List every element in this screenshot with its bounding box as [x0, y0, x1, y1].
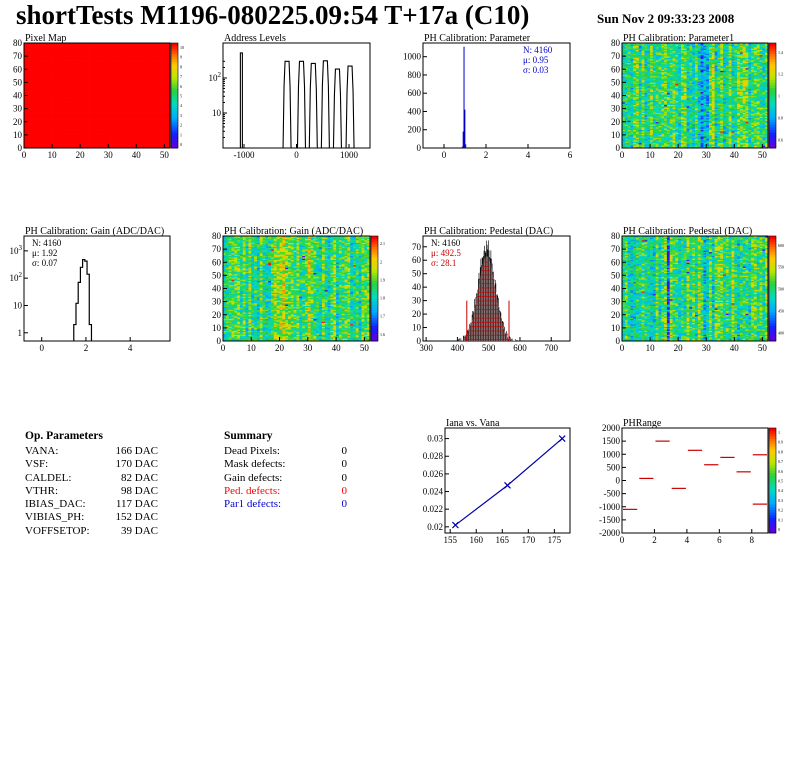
tick-label: 1000 — [403, 52, 422, 62]
peak — [309, 63, 317, 148]
colorbar-label: 5 — [180, 94, 182, 99]
tick-label: 102 — [209, 71, 222, 83]
chart-pixel_map: Pixel Map 0 10 20 30 40 50 0 10 20 30 40 50 60 70 80 0 1 2… — [13, 33, 184, 160]
tick-label: 20 — [13, 117, 23, 127]
tick-label: 30 — [104, 150, 114, 160]
tick-label: 2 — [484, 150, 489, 160]
tick-label: 400 — [408, 106, 422, 116]
tick-label: 50 — [13, 77, 23, 87]
tick-label: 4 — [526, 150, 531, 160]
tick-label: 50 — [160, 150, 170, 160]
tick-label: 800 — [408, 70, 422, 80]
colorbar-label: 9 — [180, 55, 182, 60]
stats-n: N: 4160 — [523, 45, 553, 55]
colorbar-label: 7 — [180, 74, 182, 79]
bar — [465, 144, 466, 148]
tick-label: 40 — [132, 150, 142, 160]
stats-mu: μ: 0.95 — [523, 55, 549, 65]
tick-label: 0 — [417, 143, 422, 153]
peak — [321, 61, 329, 148]
plot-title: PH Calibration: Parameter — [424, 33, 531, 44]
chart-ph_calibration_parameter: PH Calibration: Parameter 0 2 4 6 0 200 400 600 8… — [403, 33, 573, 160]
colorbar-label: 3 — [180, 113, 182, 118]
colorbar-label: 10 — [180, 45, 184, 50]
colorbar-label: 0 — [180, 142, 182, 147]
plot-title: Address Levels — [224, 33, 286, 44]
tick-label: 70 — [13, 51, 23, 61]
tick-label: 60 — [13, 64, 23, 74]
tick-label: 0 — [18, 143, 23, 153]
tick-label: 1000 — [340, 150, 359, 160]
chart-ph_calibration_parameter1: PH Calibration: Parameter10 10 20 30 40 50010… — [611, 33, 783, 160]
tick-label: 10 — [48, 150, 58, 160]
plot-title: Pixel Map — [25, 33, 66, 44]
peak — [346, 66, 354, 148]
tick-label: 6 — [568, 150, 573, 160]
tick-label: 20 — [76, 150, 86, 160]
tick-label: 40 — [13, 91, 23, 101]
bar — [464, 110, 465, 148]
colorbar-label: 1 — [180, 132, 182, 137]
tick-label: 200 — [408, 125, 422, 135]
tick-label: 10 — [212, 108, 222, 118]
tick-label: 80 — [13, 38, 23, 48]
peak — [283, 61, 291, 148]
tick-label: 0 — [442, 150, 447, 160]
peak — [297, 61, 305, 148]
colorbar-label: 2 — [180, 123, 182, 128]
colorbar-label: 4 — [180, 103, 182, 108]
colorbar-cell — [171, 43, 178, 46]
tick-label: 10 — [13, 130, 23, 140]
colorbar-label: 6 — [180, 84, 182, 89]
tick-label: 0 — [294, 150, 299, 160]
colorbar-label: 8 — [180, 64, 182, 69]
tick-label: 0 — [22, 150, 27, 160]
tick-label: -1000 — [234, 150, 255, 160]
chart-address_levels: Address Levels -1000 0 1000 10 102 — [209, 33, 371, 160]
plot-frame — [223, 43, 370, 148]
peak — [240, 53, 242, 148]
plot-title: PH Calibration: Parameter1 — [623, 33, 734, 44]
tick-label: 30 — [13, 104, 23, 114]
tick-label: 600 — [408, 88, 422, 98]
stats-sigma: σ: 0.03 — [523, 65, 549, 75]
peak — [333, 69, 341, 148]
